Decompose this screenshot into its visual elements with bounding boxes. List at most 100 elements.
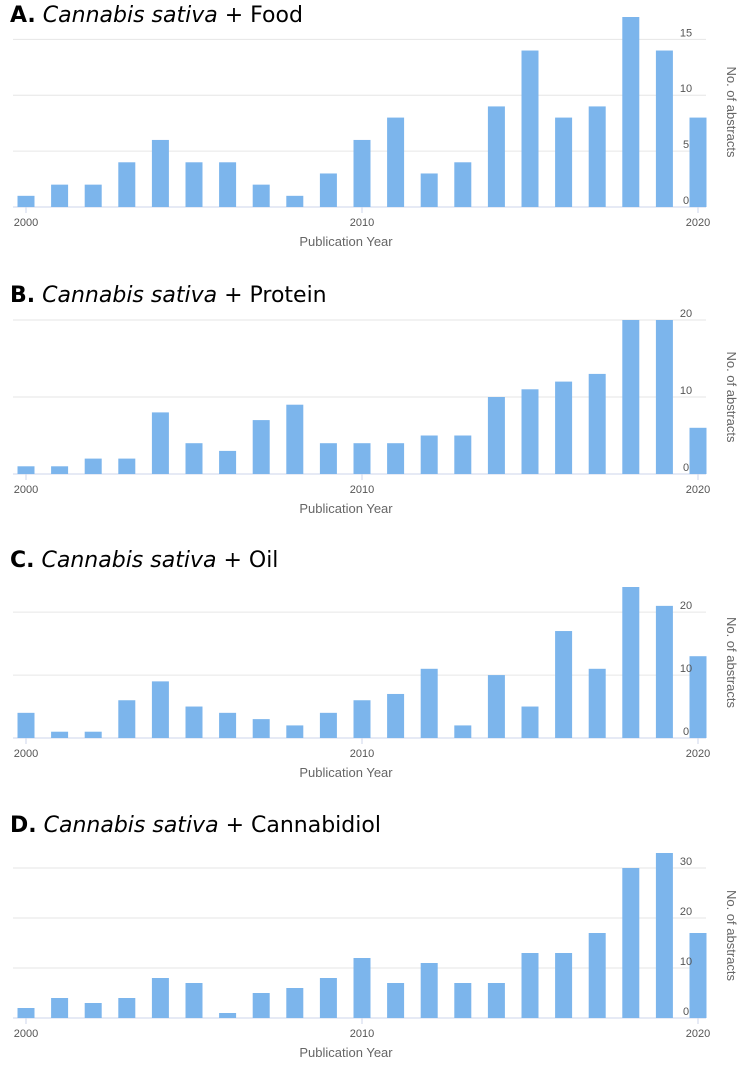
y-tick-label: 0 — [683, 462, 689, 474]
chart-title: C. Cannabis sativa + Oil — [10, 548, 278, 573]
bar-2019 — [655, 50, 673, 207]
y-tick-label: 10 — [680, 956, 692, 968]
bar-2018 — [622, 320, 640, 474]
chart-panel-protein: B. Cannabis sativa + Protein 0 10 20 2000 20… — [0, 280, 745, 530]
title-suffix: + Protein — [224, 283, 327, 308]
bar-2007 — [252, 719, 270, 738]
panel-letter: D. — [10, 813, 37, 838]
bar-2002 — [84, 731, 102, 738]
bar-2005 — [185, 706, 203, 738]
y-tick-label: 20 — [680, 600, 692, 612]
x-tick-label: 2000 — [14, 484, 38, 496]
y-tick-label: 0 — [683, 726, 689, 738]
species-name: Cannabis sativa — [42, 283, 218, 308]
y-tick-label: 20 — [680, 308, 692, 320]
x-tick-label: 2010 — [350, 1028, 374, 1040]
y-tick-label: 0 — [683, 195, 689, 207]
chart-panel-oil: C. Cannabis sativa + Oil 0 10 20 2000 2010 20… — [0, 545, 745, 790]
bar-2012 — [420, 963, 438, 1018]
title-suffix: + Oil — [223, 548, 279, 573]
species-name: Cannabis sativa — [43, 813, 219, 838]
bar-2006 — [219, 162, 237, 207]
y-tick-label: 10 — [680, 663, 692, 675]
bar-2003 — [118, 700, 136, 738]
bar-2015 — [521, 953, 539, 1018]
x-tick-label: 2020 — [686, 748, 710, 760]
species-name: Cannabis sativa — [41, 548, 217, 573]
bar-2007 — [252, 993, 270, 1018]
panel-letter: A. — [10, 3, 36, 28]
bar-2000 — [17, 1008, 35, 1018]
bar-2000 — [17, 712, 35, 738]
bar-2017 — [588, 106, 606, 207]
bar-chart-protein: 0 10 20 2000 2010 2020 Publication Year No. of … — [13, 308, 739, 516]
bar-2004 — [151, 412, 169, 474]
title-suffix: + Food — [224, 3, 303, 28]
bar-2000 — [17, 466, 35, 474]
chart-title: D. Cannabis sativa + Cannabidiol — [10, 813, 381, 838]
title-suffix: + Cannabidiol — [225, 813, 381, 838]
bar-2006 — [219, 712, 237, 738]
bar-2002 — [84, 458, 102, 474]
y-tick-label: 10 — [680, 385, 692, 397]
y-tick-label: 10 — [680, 83, 692, 95]
x-axis-title: Publication Year — [299, 765, 393, 780]
x-tick-label: 2010 — [350, 217, 374, 229]
bar-2012 — [420, 668, 438, 738]
bar-chart-cannabidiol: 0 10 20 30 2000 2010 2020 Publication Year No. o… — [13, 853, 739, 1060]
bar-2001 — [51, 731, 69, 738]
bar-2017 — [588, 668, 606, 738]
bar-2009 — [319, 978, 337, 1018]
x-tick-label: 2010 — [350, 484, 374, 496]
x-axis-title: Publication Year — [299, 501, 393, 516]
bar-2006 — [219, 1013, 237, 1018]
bar-2010 — [353, 700, 371, 738]
bar-2000 — [17, 195, 35, 207]
bar-2015 — [521, 389, 539, 474]
panel-letter: C. — [10, 548, 35, 573]
bar-chart-oil: 0 10 20 2000 2010 2020 Publication Year No. of … — [13, 587, 739, 780]
bar-2010 — [353, 958, 371, 1018]
bar-2008 — [286, 195, 304, 207]
bar-2013 — [454, 435, 472, 474]
bar-2020 — [689, 117, 707, 207]
bar-2014 — [487, 397, 505, 474]
bar-2005 — [185, 983, 203, 1018]
bar-2007 — [252, 420, 270, 474]
chart-panel-cannabidiol: D. Cannabis sativa + Cannabidiol 0 10 20 30… — [0, 810, 745, 1066]
bar-2008 — [286, 404, 304, 474]
y-axis-title: No. of abstracts — [724, 617, 739, 709]
x-axis-title: Publication Year — [299, 1045, 393, 1060]
chart-title: A. Cannabis sativa + Food — [10, 3, 303, 28]
bar-2013 — [454, 162, 472, 207]
bar-2017 — [588, 373, 606, 474]
y-axis-title: No. of abstracts — [724, 351, 739, 443]
bar-2005 — [185, 162, 203, 207]
bar-2018 — [622, 868, 640, 1018]
bar-2016 — [555, 117, 573, 207]
bar-2014 — [487, 675, 505, 738]
y-axis-title: No. of abstracts — [724, 890, 739, 982]
bar-2011 — [387, 983, 405, 1018]
bar-2003 — [118, 458, 136, 474]
chart-panel-food: A. Cannabis sativa + Food 0 5 10 15 2000 2010… — [0, 0, 745, 262]
bar-2005 — [185, 443, 203, 474]
bar-2003 — [118, 162, 136, 207]
bar-2015 — [521, 706, 539, 738]
y-tick-label: 5 — [683, 139, 689, 151]
bar-2008 — [286, 988, 304, 1018]
bar-2001 — [51, 184, 69, 207]
bar-2007 — [252, 184, 270, 207]
bar-2011 — [387, 117, 405, 207]
bar-2019 — [655, 853, 673, 1018]
bar-2004 — [151, 681, 169, 738]
bar-2001 — [51, 998, 69, 1018]
y-tick-label: 20 — [680, 906, 692, 918]
panel-letter: B. — [10, 283, 36, 308]
bar-2004 — [151, 978, 169, 1018]
bar-2016 — [555, 953, 573, 1018]
x-tick-label: 2020 — [686, 1028, 710, 1040]
bar-2018 — [622, 17, 640, 207]
bar-2004 — [151, 139, 169, 207]
bar-2010 — [353, 139, 371, 207]
